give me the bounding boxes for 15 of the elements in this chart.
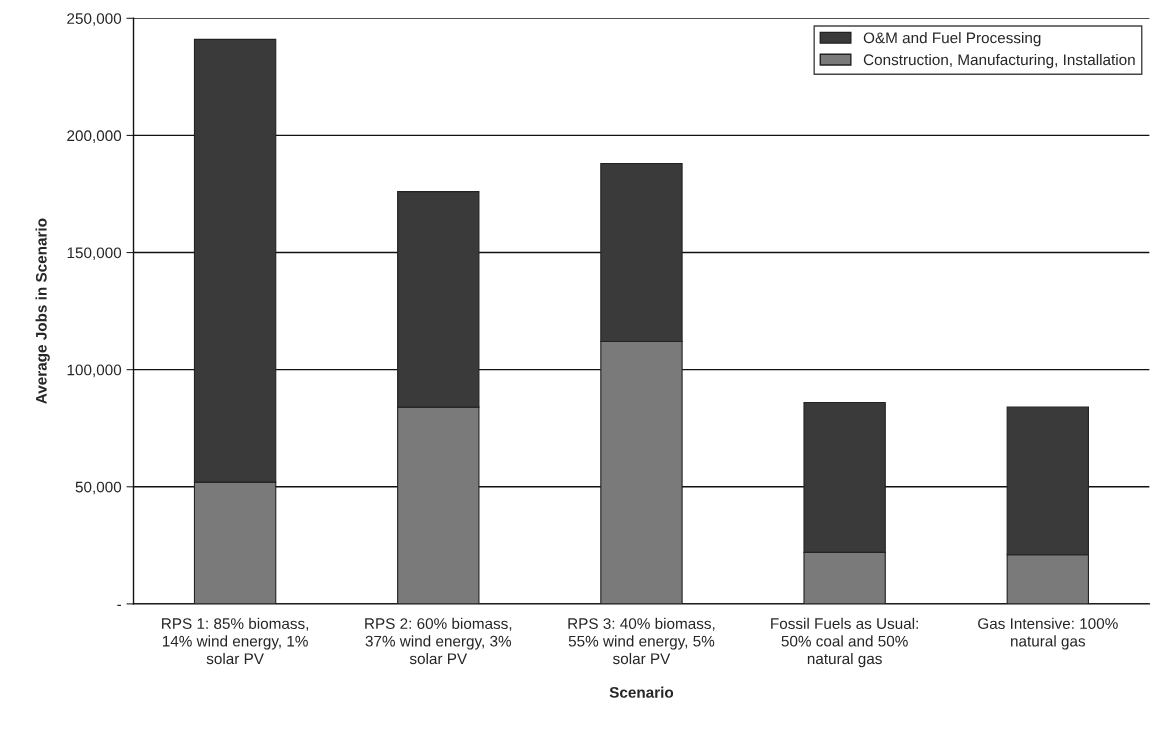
x-tick-label: RPS 3: 40% biomass, 55% wind energy, 5% solar PV [568,617,715,665]
y-axis-title: Average Jobs in Scenario [35,218,50,404]
y-tick-label: 50,000 [75,481,122,495]
y-tick-label: 100,000 [67,364,122,378]
legend-label: Construction, Manufacturing, Installation [863,53,1135,69]
x-tick-label: Fossil Fuels as Usual: 50% coal and 50% natural gas [771,617,918,668]
x-tick-label: RPS 2: 60% biomass, 37% wind energy, 3% solar PV [365,617,512,665]
y-tick-label: 200,000 [67,130,122,143]
y-tick-label: 150,000 [67,247,122,261]
y-tick-label: 250,000 [67,13,122,26]
y-tick-label: - [117,604,122,606]
x-tick-label: Gas Intensive: 100% natural gas [978,617,1118,650]
x-axis-title: Scenario [609,686,674,698]
legend-label: O&M and Fuel Processing [863,32,1041,47]
x-tick-label: RPS 1: 85% biomass, 14% wind energy, 1% solar PV [162,617,309,665]
